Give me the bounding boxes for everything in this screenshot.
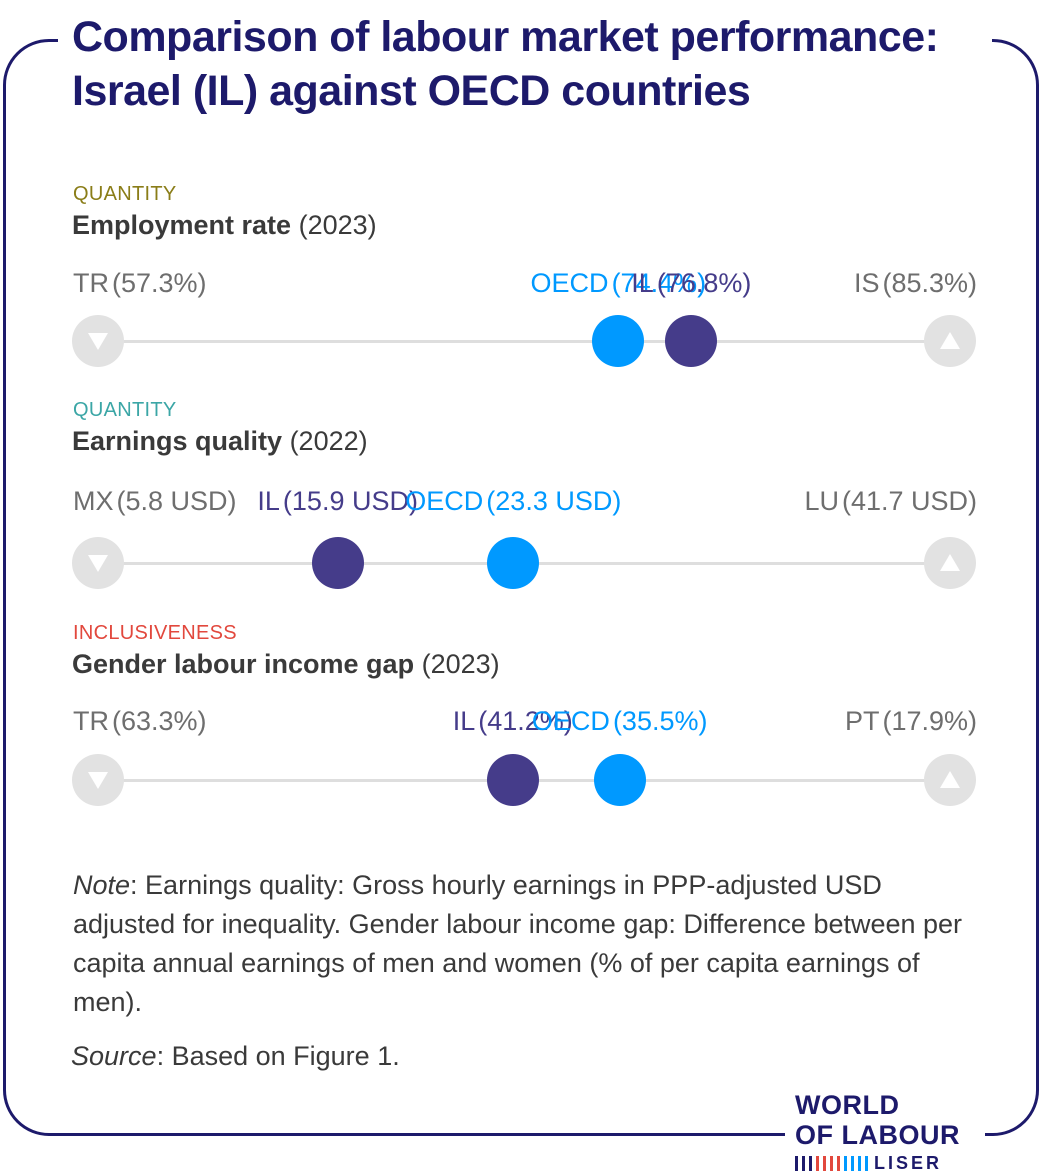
oecd-label: OECD (74.4%) (531, 267, 707, 299)
indicator-name: Gender labour income gap (72, 649, 415, 679)
value-label: (74.4%) (611, 268, 707, 298)
indicator-year: (2023) (421, 649, 500, 679)
logo-bar (865, 1155, 868, 1171)
country-code: IS (853, 268, 880, 298)
value-label: (23.3 USD) (486, 486, 622, 516)
source-text: : Based on Figure 1. (156, 1041, 400, 1071)
indicator-year: (2023) (298, 210, 377, 240)
logo-bars-icon (795, 1155, 868, 1171)
il-label: IL (15.9 USD) (257, 485, 418, 517)
highest-end-triangle-up-icon (924, 754, 976, 806)
oecd-average-dot (487, 537, 540, 589)
oecd-average-dot (592, 315, 645, 367)
indicator-name: Employment rate (72, 210, 292, 240)
value-label: (35.5%) (612, 706, 708, 736)
indicator-year: (2022) (289, 426, 368, 456)
indicator-title: Earnings quality (2022) (72, 425, 368, 457)
logo-bar (844, 1155, 847, 1171)
logo-bar (795, 1155, 798, 1171)
indicator-title: Gender labour income gap (2023) (72, 648, 500, 680)
country-code: IL (257, 486, 280, 516)
logo-line-2: OF LABOUR (795, 1120, 960, 1150)
country-code: IL (631, 268, 654, 298)
highest-end-triangle-up-icon (924, 537, 976, 589)
country-code: LU (804, 486, 839, 516)
israel-dot (486, 754, 539, 806)
logo-bar (837, 1155, 840, 1171)
indicator-track (97, 340, 951, 343)
country-code: PT (844, 706, 880, 736)
value-label: (76.8%) (656, 268, 752, 298)
lowest-end-triangle-down-icon (72, 315, 124, 367)
indicator-category: QUANTITY (73, 399, 177, 421)
logo-bar (830, 1155, 833, 1171)
note-text: : Earnings quality: Gross hourly earning… (73, 870, 963, 1017)
logo-line-1: WORLD (795, 1090, 900, 1120)
country-code: OECD (531, 706, 610, 736)
min-label: TR (57.3%) (73, 267, 207, 299)
highest-end-triangle-up-icon (924, 315, 976, 367)
indicator-category: INCLUSIVENESS (73, 622, 237, 644)
logo-bar (809, 1155, 812, 1171)
indicator-name: Earnings quality (72, 426, 283, 456)
logo-bar (802, 1155, 805, 1171)
value-label: (15.9 USD) (282, 486, 418, 516)
il-label: IL (41.2%) (453, 705, 573, 737)
logo-liser: LISER (874, 1153, 943, 1173)
logo-bar (823, 1155, 826, 1171)
il-label: IL (76.8%) (631, 267, 751, 299)
country-code: OECD (530, 268, 609, 298)
value-label: (5.8 USD) (116, 486, 237, 516)
value-label: (63.3%) (112, 706, 207, 736)
value-label: (85.3%) (882, 268, 977, 298)
logo-line-3: LISER (795, 1152, 960, 1174)
source-label: Source (71, 1041, 157, 1071)
note: Note: Earnings quality: Gross hourly ear… (73, 866, 973, 1022)
country-code: MX (73, 486, 114, 516)
lowest-end-triangle-down-icon (72, 754, 124, 806)
country-code: TR (73, 706, 109, 736)
value-label: (41.7 USD) (841, 486, 977, 516)
logo-bar (851, 1155, 854, 1171)
value-label: (41.2%) (478, 706, 573, 736)
title-background (58, 0, 992, 130)
oecd-label: OECD (23.3 USD) (405, 485, 621, 517)
max-label: IS (85.3%) (854, 267, 977, 299)
country-code: IL (452, 706, 476, 736)
value-label: (17.9%) (882, 706, 977, 736)
min-label: MX (5.8 USD) (73, 485, 237, 517)
israel-dot (311, 537, 364, 589)
world-of-labour-logo: WORLD OF LABOUR LISER (795, 1090, 960, 1174)
oecd-label: OECD (35.5%) (532, 705, 708, 737)
value-label: (57.3%) (112, 268, 207, 298)
indicator-category: QUANTITY (73, 183, 177, 205)
min-label: TR (63.3%) (73, 705, 207, 737)
max-label: PT (17.9%) (845, 705, 977, 737)
israel-dot (665, 315, 718, 367)
max-label: LU (41.7 USD) (804, 485, 977, 517)
chart-title: Comparison of labour market performance:… (72, 13, 939, 115)
lowest-end-triangle-down-icon (72, 537, 124, 589)
source: Source: Based on Figure 1. (71, 1038, 400, 1074)
country-code: OECD (405, 486, 484, 516)
logo-bar (816, 1155, 819, 1171)
indicator-title: Employment rate (2023) (72, 209, 377, 241)
note-label: Note (73, 870, 131, 900)
logo-bar (858, 1155, 861, 1171)
oecd-average-dot (593, 754, 646, 806)
country-code: TR (73, 268, 109, 298)
